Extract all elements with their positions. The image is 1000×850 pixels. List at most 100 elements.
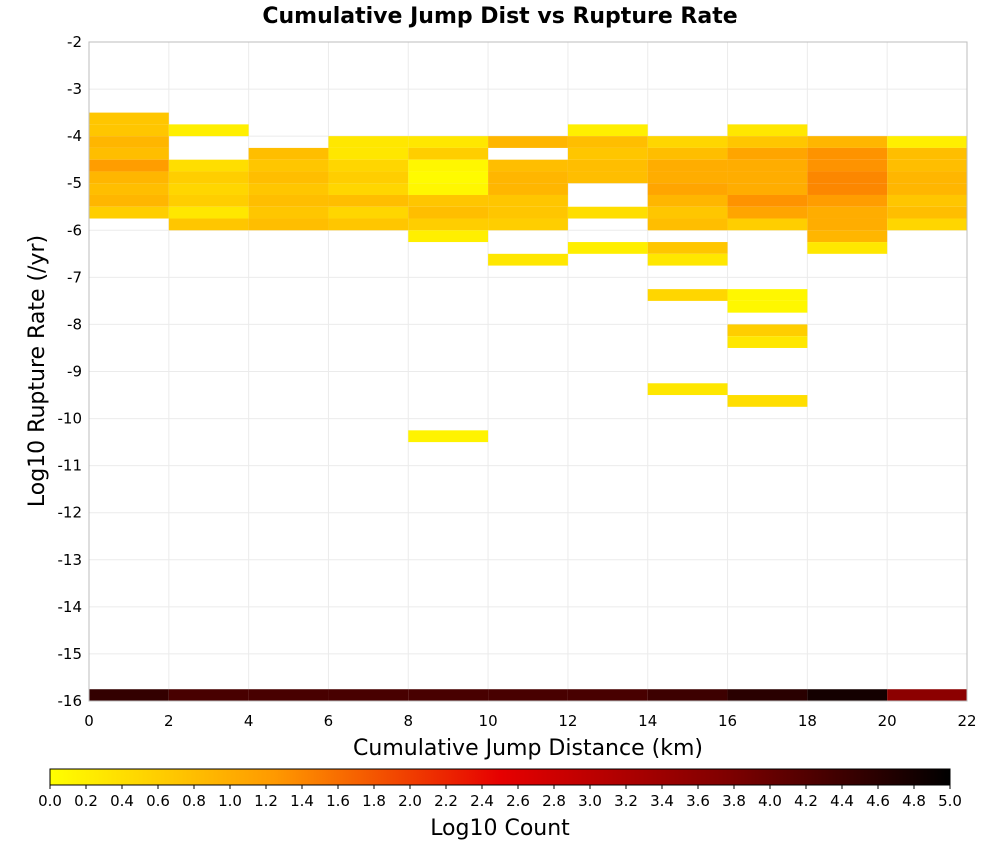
heatmap-cell-65 [647, 159, 728, 172]
heatmap-cell-10 [168, 124, 249, 137]
heatmap-cell-93 [807, 159, 888, 172]
heatmap-cell-13 [168, 183, 249, 195]
x-tick-label-2: 4 [244, 712, 254, 730]
colorbar-tick-label-12: 2.4 [470, 792, 494, 810]
y-axis-label: Log10 Rupture Rate (/yr) [25, 235, 50, 507]
heatmap-cell-14 [168, 194, 249, 207]
heatmap-cell-51 [488, 206, 568, 219]
colorbar-tick-label-18: 3.6 [686, 792, 710, 810]
colorbar-tick-label-16: 3.2 [614, 792, 638, 810]
heatmap-cell-12 [168, 171, 249, 184]
heatmap-cell-59 [567, 171, 648, 184]
colorbar-tick-label-22: 4.4 [830, 792, 854, 810]
colorbar-tick-label-20: 4.0 [758, 792, 782, 810]
y-tick-label-14: -16 [58, 692, 83, 710]
y-tick-label-12: -14 [58, 598, 83, 616]
colorbar [49, 768, 951, 786]
heatmap-cell-35 [408, 136, 489, 148]
heatmap-cell-97 [807, 206, 888, 219]
heatmap-cell-31 [328, 194, 409, 207]
x-axis-ticks: 0 2 4 6 8 10 12 14 16 18 20 22 [84, 712, 976, 730]
y-tick-label-11: -13 [58, 551, 83, 569]
x-tick-label-8: 16 [718, 712, 737, 730]
heatmap-cell-88 [727, 336, 808, 348]
heatmap-cell-38 [408, 171, 489, 184]
y-tick-label-8: -10 [58, 410, 83, 428]
heatmap-cell-68 [647, 194, 728, 207]
colorbar-tick-label-3: 0.6 [146, 792, 170, 810]
heatmap-cell-28 [328, 159, 409, 172]
heatmap-cell-29 [328, 171, 409, 184]
colorbar-tick-label-1: 0.2 [74, 792, 98, 810]
heatmap-cell-103 [887, 147, 967, 160]
y-tick-label-0: -2 [67, 33, 82, 51]
heatmap-cell-83 [727, 206, 808, 219]
x-tick-label-7: 14 [638, 712, 657, 730]
heatmap-cell-80 [727, 171, 808, 184]
heatmap-cell-4 [89, 159, 169, 172]
heatmap-cell-55 [567, 124, 648, 137]
heatmap-cell-109 [887, 218, 967, 231]
y-tick-label-13: -15 [58, 645, 83, 663]
heatmap-cell-58 [567, 159, 648, 172]
heatmap-cell-63 [647, 136, 728, 148]
x-tick-label-6: 12 [558, 712, 577, 730]
heatmap-cell-53 [488, 253, 568, 266]
heatmap-cell-19 [248, 159, 329, 172]
heatmap-cell-72 [647, 253, 728, 266]
y-tick-label-7: -9 [67, 363, 82, 381]
heatmap-cell-104 [887, 159, 967, 172]
heatmap-cell-5 [89, 171, 169, 184]
colorbar-tick-label-2: 0.4 [110, 792, 134, 810]
heatmap-cell-90 [727, 689, 808, 701]
heatmap-cell-23 [248, 206, 329, 219]
x-tick-label-3: 6 [324, 712, 334, 730]
colorbar-tick-label-8: 1.6 [326, 792, 350, 810]
y-tick-label-1: -3 [67, 80, 82, 98]
heatmap-cell-7 [89, 194, 169, 207]
heatmap-cell-24 [248, 218, 329, 231]
heatmap-cell-64 [647, 147, 728, 160]
heatmap-cell-42 [408, 218, 489, 231]
heatmap-cell-45 [408, 689, 489, 701]
x-tick-label-9: 18 [798, 712, 817, 730]
y-axis-ticks: -2 -3 -4 -5 -6 -7 -8 -9 -10 -11 -12 -13 -14 -15 -16 [58, 33, 83, 710]
heatmap-cell-99 [807, 230, 888, 243]
colorbar-tick-label-17: 3.4 [650, 792, 674, 810]
colorbar-tick-label-6: 1.2 [254, 792, 278, 810]
heatmap-cell-74 [647, 383, 728, 396]
heatmap-cell-49 [488, 183, 568, 195]
colorbar-tick-label-9: 1.8 [362, 792, 386, 810]
colorbar-tick-label-15: 3.0 [578, 792, 602, 810]
colorbar-tick-label-13: 2.6 [506, 792, 530, 810]
heatmap-cell-87 [727, 324, 808, 337]
colorbar-tick-label-7: 1.4 [290, 792, 314, 810]
heatmap-cell-110 [887, 689, 967, 701]
x-tick-label-5: 10 [479, 712, 498, 730]
heatmap-cells [89, 112, 967, 701]
heatmap-cell-9 [89, 689, 169, 701]
heatmap-cell-92 [807, 147, 888, 160]
heatmap-cell-70 [647, 218, 728, 231]
heatmap-cell-33 [328, 218, 409, 231]
heatmap-cell-2 [89, 136, 169, 148]
heatmap-cell-52 [488, 218, 568, 231]
heatmap-cell-46 [488, 136, 568, 148]
heatmap-cell-108 [887, 206, 967, 219]
heatmap-cell-56 [567, 136, 648, 148]
heatmap-cell-8 [89, 206, 169, 219]
y-tick-label-4: -6 [67, 221, 82, 239]
heatmap-cell-43 [408, 230, 489, 243]
x-tick-label-0: 0 [84, 712, 94, 730]
heatmap-cell-54 [488, 689, 568, 701]
colorbar-ticks: 0.0 0.2 0.4 0.6 0.8 1.0 1.2 1.4 1.6 1.8 2.0 2.2 2.4 2… [38, 785, 962, 810]
colorbar-tick-label-25: 5.0 [938, 792, 962, 810]
heatmap-cell-21 [248, 183, 329, 195]
heatmap-cell-20 [248, 171, 329, 184]
chart-title: Cumulative Jump Dist vs Rupture Rate [262, 4, 737, 29]
plot-frame [88, 41, 968, 702]
heatmap-cell-100 [807, 242, 888, 254]
colorbar-tick-label-21: 4.2 [794, 792, 818, 810]
heatmap-cell-73 [647, 289, 728, 301]
